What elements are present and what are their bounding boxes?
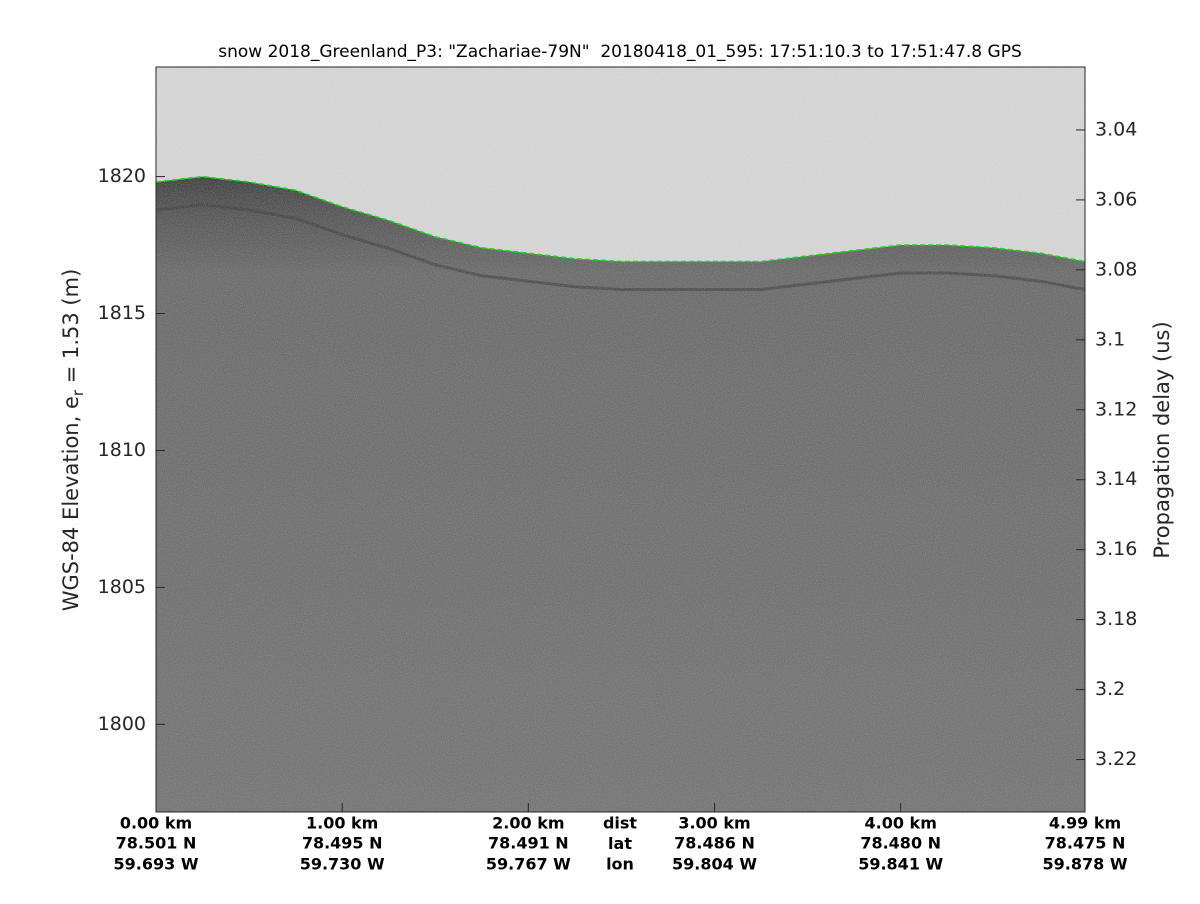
x-tick-label: 4.99 km [1049, 814, 1121, 833]
x-tick-label: 1.00 km [306, 814, 378, 833]
x-tick-lon: 59.878 W [1043, 855, 1128, 874]
x-tick-label: 3.00 km [678, 814, 750, 833]
y-tick-label: 1800 [98, 713, 146, 735]
x-row-label: lon [606, 855, 634, 874]
y2-tick-label: 3.14 [1095, 468, 1137, 490]
y2-tick-label: 3.16 [1095, 538, 1137, 560]
x-tick-lon: 59.804 W [672, 855, 757, 874]
x-tick-lat: 78.480 N [860, 834, 941, 853]
plot-frame [155, 66, 1086, 813]
y2-tick-label: 3.22 [1095, 748, 1137, 770]
x-row-label: lat [608, 834, 632, 853]
y2-tick-label: 3.08 [1095, 258, 1137, 280]
y2-tick-label: 3.04 [1095, 118, 1137, 140]
x-tick-lon: 59.693 W [114, 855, 199, 874]
x-tick-lat: 78.491 N [488, 834, 569, 853]
x-tick-lon: 59.767 W [486, 855, 571, 874]
y-tick-label: 1810 [98, 439, 146, 461]
x-row-label: dist [603, 814, 637, 833]
y2-tick-label: 3.18 [1095, 608, 1137, 630]
chart-title: snow 2018_Greenland_P3: "Zachariae-79N" … [218, 42, 1021, 62]
y-label-text: = 1.53 (m) [59, 269, 83, 390]
y2-tick-label: 3.2 [1095, 678, 1125, 700]
y2-tick-label: 3.1 [1095, 328, 1125, 350]
y2-tick-label: 3.12 [1095, 398, 1137, 420]
x-tick-lat: 78.486 N [674, 834, 755, 853]
x-tick-label: 2.00 km [492, 814, 564, 833]
y-tick-label: 1815 [98, 302, 146, 324]
x-tick-lon: 59.841 W [858, 855, 943, 874]
x-tick-label: 0.00 km [120, 814, 192, 833]
x-tick-lat: 78.475 N [1045, 834, 1126, 853]
y-tick-label: 1820 [98, 165, 146, 187]
x-tick-lon: 59.730 W [300, 855, 385, 874]
x-tick-lat: 78.501 N [116, 834, 197, 853]
y-tick-label: 1805 [98, 576, 146, 598]
x-tick-lat: 78.495 N [302, 834, 383, 853]
y-axis-label: WGS-84 Elevation, er = 1.53 (m) [59, 269, 87, 612]
speckle [156, 67, 1085, 812]
y-label-text: WGS-84 Elevation, e [59, 396, 83, 611]
y2-tick-label: 3.06 [1095, 188, 1137, 210]
y2-axis-label: Propagation delay (us) [1150, 321, 1174, 558]
x-tick-label: 4.00 km [865, 814, 937, 833]
y-label-subscript: r [69, 389, 87, 396]
